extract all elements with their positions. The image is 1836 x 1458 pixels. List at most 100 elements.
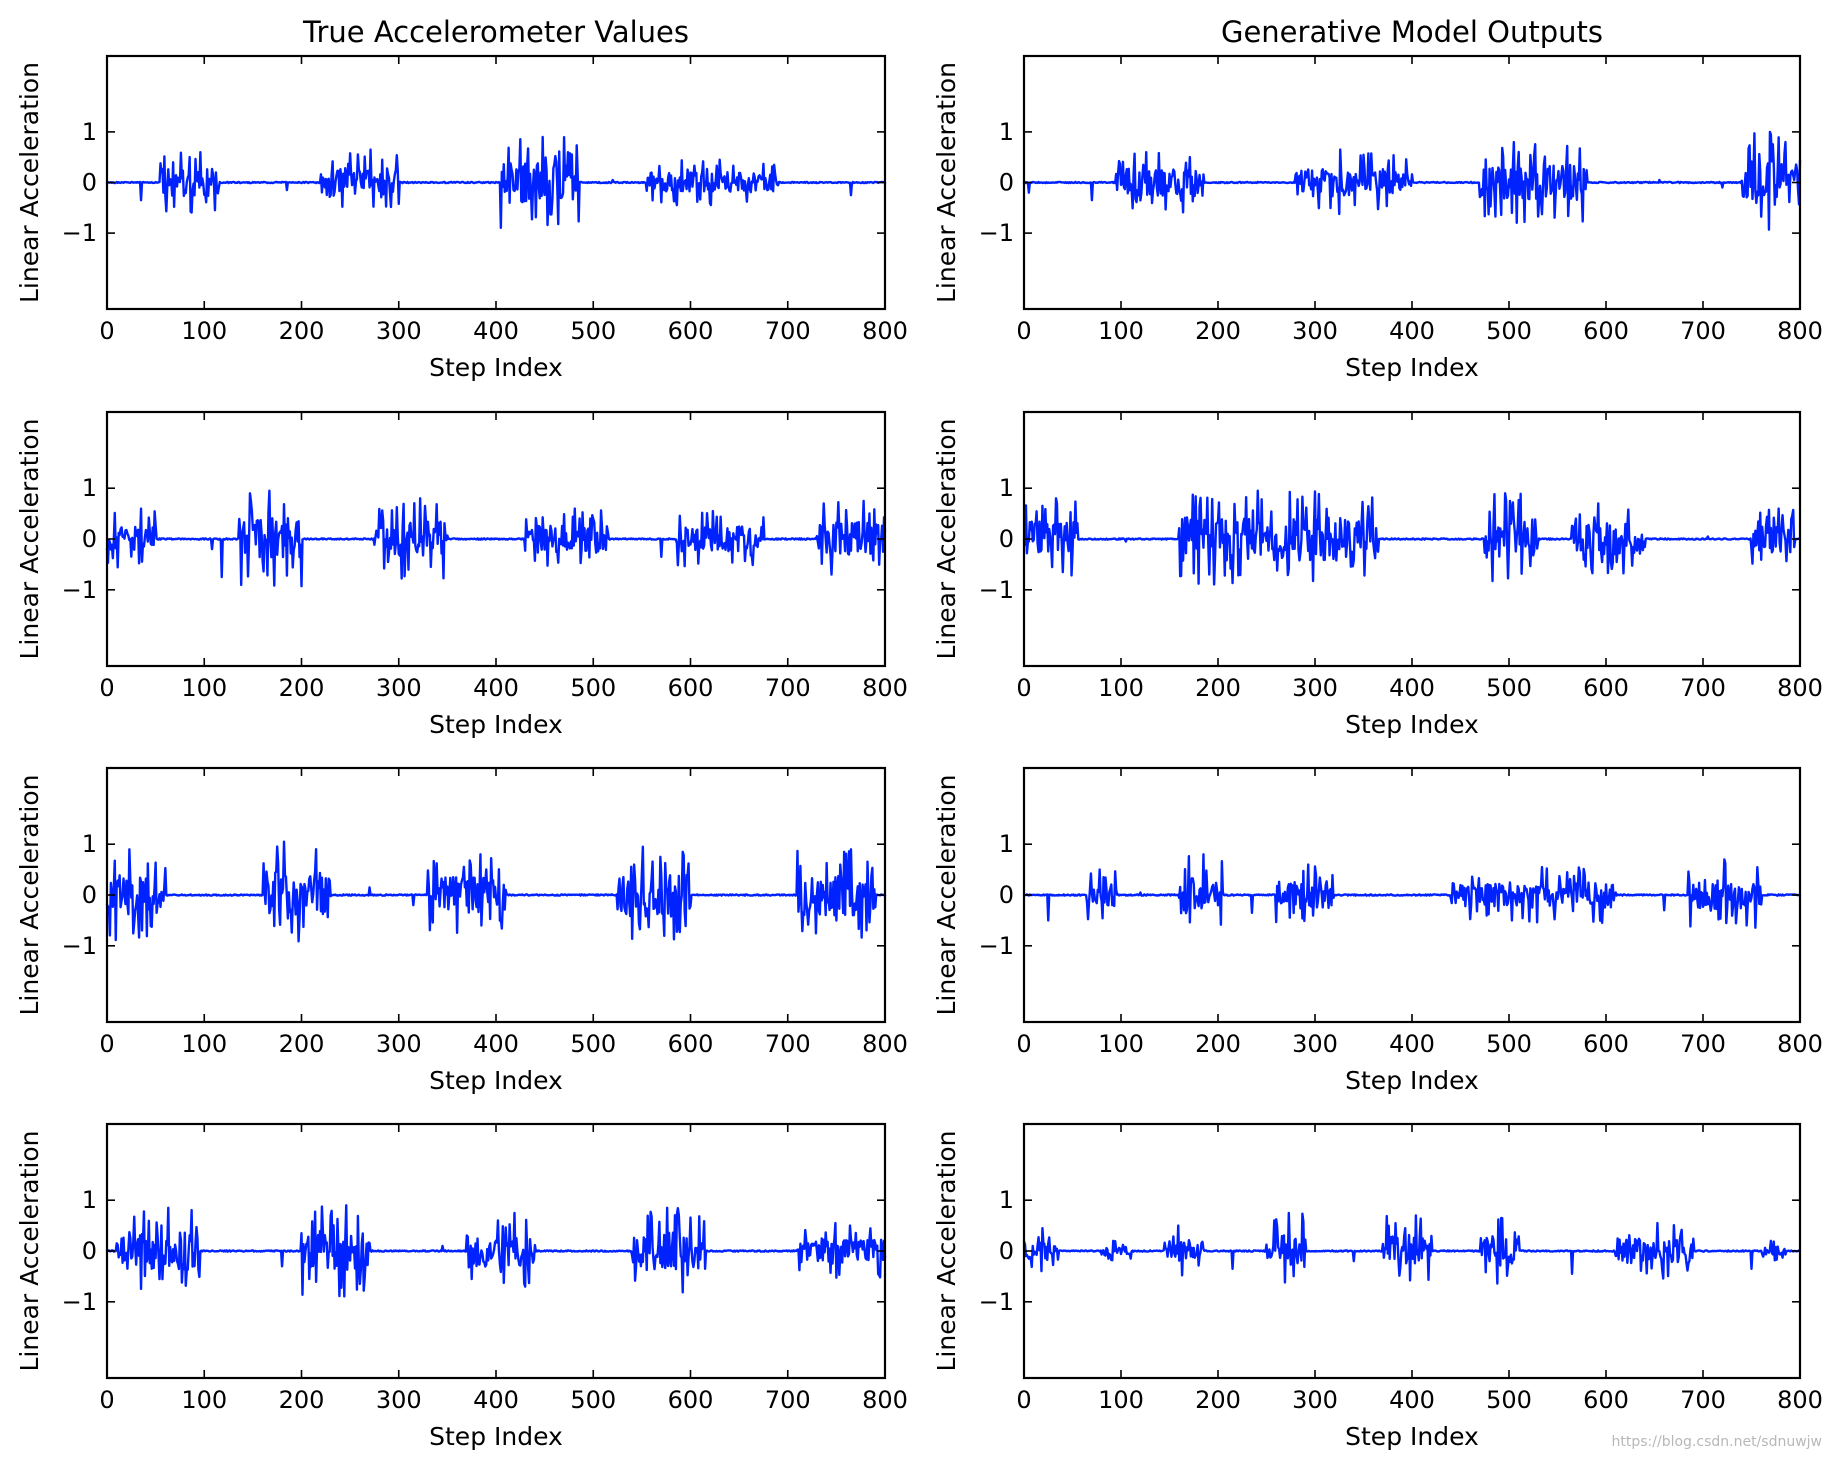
x-axis-label: Step Index <box>1345 1066 1479 1095</box>
x-tick-label: 300 <box>376 674 422 702</box>
x-tick-label: 500 <box>570 1030 616 1058</box>
x-tick-label: 600 <box>668 674 714 702</box>
x-tick-label: 0 <box>1016 1386 1031 1414</box>
y-axis-label: Linear Acceleration <box>15 1131 44 1372</box>
y-tick-label: −1 <box>979 576 1014 604</box>
x-tick-label: 400 <box>1389 317 1435 345</box>
x-tick-label: 300 <box>1292 317 1338 345</box>
x-tick-label: 200 <box>1195 1386 1241 1414</box>
y-tick-label: 1 <box>82 474 97 502</box>
x-tick-label: 800 <box>1777 317 1823 345</box>
panel-true-1: 0 100 200 300 400 500 600 700 800 −1 0 1 Step Index L… <box>15 54 908 382</box>
x-tick-label: 700 <box>765 1030 811 1058</box>
x-tick-label: 200 <box>279 317 325 345</box>
x-tick-label: 600 <box>668 1386 714 1414</box>
x-tick-label: 700 <box>1680 1030 1726 1058</box>
x-tick-label: 800 <box>862 1386 908 1414</box>
y-axis-label: Linear Acceleration <box>15 419 44 660</box>
x-tick-label: 400 <box>473 1030 519 1058</box>
x-tick-label: 500 <box>1486 1386 1532 1414</box>
x-tick-label: 300 <box>1292 674 1338 702</box>
y-tick-label: 1 <box>999 830 1014 858</box>
x-tick-label: 400 <box>473 674 519 702</box>
x-tick-label: 100 <box>1098 1386 1144 1414</box>
x-tick-label: 800 <box>1777 674 1823 702</box>
x-tick-label: 800 <box>862 1030 908 1058</box>
series-line-true-2 <box>105 489 887 588</box>
y-tick-label: 0 <box>82 1237 97 1265</box>
series-line-gen-4 <box>1022 1211 1802 1285</box>
y-tick-label: 1 <box>82 118 97 146</box>
x-tick-label: 600 <box>1583 674 1629 702</box>
x-tick-label: 600 <box>668 317 714 345</box>
y-tick-label: 0 <box>999 525 1014 553</box>
x-tick-label: 200 <box>1195 674 1241 702</box>
panel-true-4: 0 100 200 300 400 500 600 700 800 −1 0 1 Step Index L… <box>15 1122 908 1451</box>
x-tick-label: 700 <box>765 674 811 702</box>
x-tick-label: 200 <box>279 1030 325 1058</box>
series-line-gen-2 <box>1022 489 1802 586</box>
x-tick-label: 700 <box>1680 317 1726 345</box>
series-line-true-3 <box>105 840 887 943</box>
x-tick-label: 100 <box>1098 317 1144 345</box>
y-tick-label: 0 <box>82 525 97 553</box>
x-tick-label: 300 <box>376 1386 422 1414</box>
series-line-gen-1 <box>1022 130 1802 231</box>
x-tick-label: 600 <box>668 1030 714 1058</box>
y-tick-label: −1 <box>979 219 1014 247</box>
x-tick-label: 0 <box>99 1386 114 1414</box>
x-tick-label: 0 <box>99 674 114 702</box>
x-tick-label: 800 <box>1777 1386 1823 1414</box>
y-axis-label: Linear Acceleration <box>932 775 961 1016</box>
x-tick-label: 0 <box>1016 674 1031 702</box>
x-tick-label: 700 <box>1680 1386 1726 1414</box>
y-tick-label: 0 <box>999 1237 1014 1265</box>
y-axis-label: Linear Acceleration <box>15 62 44 303</box>
x-tick-label: 100 <box>1098 1030 1144 1058</box>
y-tick-label: 0 <box>999 881 1014 909</box>
x-axis-label: Step Index <box>1345 1422 1479 1451</box>
x-tick-label: 700 <box>765 317 811 345</box>
panel-gen-2: 0 100 200 300 400 500 600 700 800 −1 0 1 Step Index L… <box>932 410 1823 739</box>
x-tick-label: 600 <box>1583 317 1629 345</box>
x-tick-label: 300 <box>1292 1386 1338 1414</box>
x-axis-label: Step Index <box>429 1066 563 1095</box>
x-tick-label: 500 <box>570 1386 616 1414</box>
y-tick-label: −1 <box>62 576 97 604</box>
x-tick-label: 300 <box>376 317 422 345</box>
x-tick-label: 200 <box>1195 1030 1241 1058</box>
column-title-true: True Accelerometer Values <box>302 15 689 49</box>
x-tick-label: 600 <box>1583 1386 1629 1414</box>
x-tick-label: 800 <box>1777 1030 1823 1058</box>
y-tick-label: −1 <box>62 219 97 247</box>
watermark: https://blog.csdn.net/sdnuwjw <box>1611 1434 1822 1450</box>
y-axis-label: Linear Acceleration <box>932 62 961 303</box>
y-axis-label: Linear Acceleration <box>932 1131 961 1372</box>
panel-true-3: 0 100 200 300 400 500 600 700 800 −1 0 1 Step Index L… <box>15 766 908 1095</box>
y-tick-label: −1 <box>62 932 97 960</box>
x-tick-label: 100 <box>181 674 227 702</box>
x-tick-label: 700 <box>1680 674 1726 702</box>
x-tick-label: 0 <box>1016 317 1031 345</box>
x-axis-label: Step Index <box>429 1422 563 1451</box>
x-tick-label: 200 <box>279 674 325 702</box>
x-tick-label: 200 <box>279 1386 325 1414</box>
x-tick-label: 300 <box>376 1030 422 1058</box>
y-tick-label: −1 <box>979 1288 1014 1316</box>
x-tick-label: 800 <box>862 317 908 345</box>
x-tick-label: 700 <box>765 1386 811 1414</box>
x-tick-label: 100 <box>181 1030 227 1058</box>
y-axis-label: Linear Acceleration <box>932 419 961 660</box>
x-tick-label: 500 <box>1486 1030 1532 1058</box>
x-axis-label: Step Index <box>429 353 563 382</box>
panel-gen-1: 0 100 200 300 400 500 600 700 800 −1 0 1 Step Index L… <box>932 54 1823 382</box>
y-tick-label: 1 <box>82 830 97 858</box>
x-tick-label: 800 <box>862 674 908 702</box>
panel-true-2: 0 100 200 300 400 500 600 700 800 −1 0 1 Step Index L… <box>15 410 908 739</box>
column-title-generative: Generative Model Outputs <box>1221 15 1603 49</box>
x-tick-label: 100 <box>181 317 227 345</box>
x-tick-label: 600 <box>1583 1030 1629 1058</box>
y-tick-label: −1 <box>62 1288 97 1316</box>
